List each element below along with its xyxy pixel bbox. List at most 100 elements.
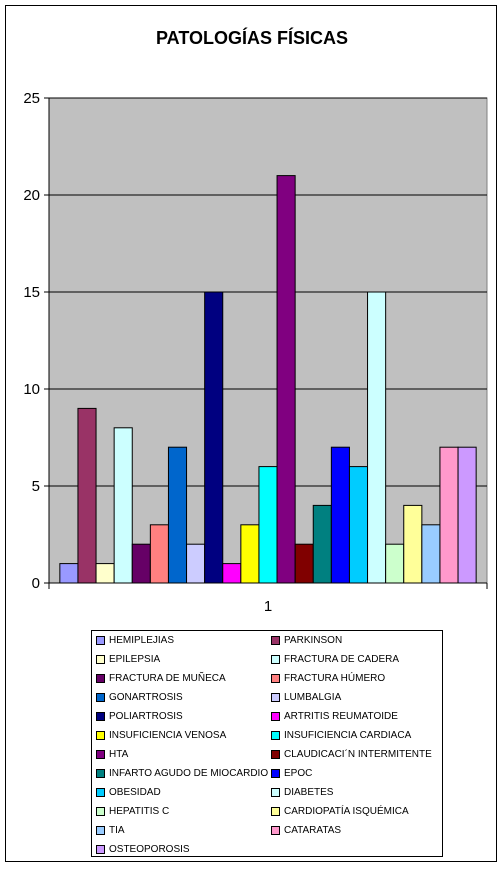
x-tick-label: 1 (264, 598, 272, 615)
bar-hepatitis-c (385, 543, 405, 584)
legend-item: DIABETES (271, 786, 333, 798)
legend-item: FRACTURA DE CADERA (271, 653, 399, 665)
bar-cardiopat-a-isqu-mica (403, 504, 423, 584)
legend: HEMIPLEJIAS PARKINSON EPILEPSIA FRACTURA DE… (91, 630, 443, 857)
legend-label: CARDIOPATÍA ISQUÉMICA (284, 805, 409, 817)
legend-swatch (96, 711, 105, 721)
bar-claudicaci-n-intermitente (294, 543, 314, 584)
bar-insuficiencia-cardiaca (258, 466, 278, 584)
legend-item: EPILEPSIA (96, 653, 160, 665)
legend-item: HEMIPLEJIAS (96, 634, 174, 646)
legend-label: INSUFICIENCIA CARDIACA (284, 729, 412, 741)
legend-label: INFARTO AGUDO DE MIOCARDIO (109, 767, 269, 779)
bar-insuficiencia-venosa (240, 524, 260, 584)
legend-label: OSTEOPOROSIS (109, 843, 190, 855)
bar-artritis-reumatoide (222, 563, 242, 584)
legend-label: FRACTURA DE MUÑECA (109, 672, 226, 684)
legend-item: INFARTO AGUDO DE MIOCARDIO (96, 767, 268, 779)
y-tick-label: 5 (32, 478, 40, 495)
bar-hemiplejias (59, 563, 79, 584)
legend-label: PARKINSON (284, 634, 343, 646)
legend-swatch (96, 635, 105, 645)
legend-item: CLAUDICACI´N INTERMITENTE (271, 748, 432, 760)
bar-epilepsia (95, 563, 115, 584)
legend-label: HEPATITIS C (109, 805, 170, 817)
legend-item: FRACTURA DE MUÑECA (96, 672, 226, 684)
legend-label: HTA (109, 748, 129, 760)
legend-item: INSUFICIENCIA VENOSA (96, 729, 226, 741)
legend-swatch (96, 654, 105, 664)
bar-fractura-de-mu-eca (131, 543, 151, 584)
legend-label: FRACTURA DE CADERA (284, 653, 400, 665)
legend-swatch (96, 692, 105, 702)
legend-item: EPOC (271, 767, 312, 779)
legend-item: HTA (96, 748, 128, 760)
bar-diabetes (367, 291, 387, 584)
legend-swatch (271, 635, 280, 645)
legend-swatch (96, 768, 105, 778)
legend-label: FRACTURA HÚMERO (284, 672, 386, 684)
legend-label: CATARATAS (284, 824, 342, 836)
bar-hta (276, 175, 296, 584)
legend-swatch (271, 654, 280, 664)
legend-item: POLIARTROSIS (96, 710, 183, 722)
legend-swatch (96, 844, 105, 854)
legend-label: INSUFICIENCIA VENOSA (109, 729, 227, 741)
legend-swatch (271, 768, 280, 778)
legend-item: TIA (96, 824, 125, 836)
legend-label: TIA (109, 824, 125, 836)
legend-item: GONARTROSIS (96, 691, 183, 703)
y-tick-label: 25 (23, 90, 40, 107)
legend-item: PARKINSON (271, 634, 342, 646)
legend-item: CARDIOPATÍA ISQUÉMICA (271, 805, 409, 817)
bar-cataratas (439, 446, 459, 584)
legend-swatch (96, 825, 105, 835)
legend-label: EPILEPSIA (109, 653, 161, 665)
y-tick-label: 20 (23, 187, 40, 204)
legend-label: DIABETES (284, 786, 334, 798)
bar-fractura-de-cadera (113, 427, 133, 584)
bar-obesidad (348, 466, 369, 584)
y-tick-label: 0 (32, 575, 40, 592)
legend-label: CLAUDICACI´N INTERMITENTE (284, 748, 432, 760)
legend-swatch (271, 825, 280, 835)
bar-epoc (330, 446, 350, 584)
legend-item: HEPATITIS C (96, 805, 169, 817)
legend-swatch (271, 711, 280, 721)
legend-label: HEMIPLEJIAS (109, 634, 175, 646)
legend-label: GONARTROSIS (109, 691, 183, 703)
legend-item: FRACTURA HÚMERO (271, 672, 385, 684)
legend-swatch (271, 787, 280, 797)
bar-gonartrosis (167, 446, 188, 584)
legend-label: ARTRITIS REUMATOIDE (284, 710, 398, 722)
legend-swatch (271, 673, 280, 683)
legend-swatch (271, 692, 280, 702)
bar-poliartrosis (204, 291, 224, 584)
bar-fractura-h-mero (149, 524, 169, 584)
legend-item: OSTEOPOROSIS (96, 843, 190, 855)
y-tick-label: 15 (23, 284, 40, 301)
legend-item: INSUFICIENCIA CARDIACA (271, 729, 411, 741)
legend-item: ARTRITIS REUMATOIDE (271, 710, 398, 722)
legend-swatch (96, 673, 105, 683)
legend-item: LUMBALGIA (271, 691, 341, 703)
bar-lumbalgia (186, 543, 206, 584)
bar-parkinson (77, 407, 97, 584)
legend-label: OBESIDAD (109, 786, 161, 798)
chart-title: PATOLOGÍAS FÍSICAS (155, 28, 348, 48)
bar-infarto-agudo-de-miocardio (312, 504, 332, 584)
legend-swatch (96, 806, 105, 816)
legend-item: OBESIDAD (96, 786, 161, 798)
legend-swatch (271, 749, 280, 759)
chart-plot: 0 5 10 15 20 25 1 (23, 90, 488, 615)
y-tick-label: 10 (23, 381, 40, 398)
legend-swatch (96, 730, 105, 740)
legend-swatch (271, 730, 280, 740)
bar-tia (421, 524, 441, 584)
legend-item: CATARATAS (271, 824, 341, 836)
legend-swatch (96, 749, 105, 759)
legend-label: LUMBALGIA (284, 691, 342, 703)
legend-swatch (96, 787, 105, 797)
legend-label: POLIARTROSIS (109, 710, 183, 722)
legend-swatch (271, 806, 280, 816)
